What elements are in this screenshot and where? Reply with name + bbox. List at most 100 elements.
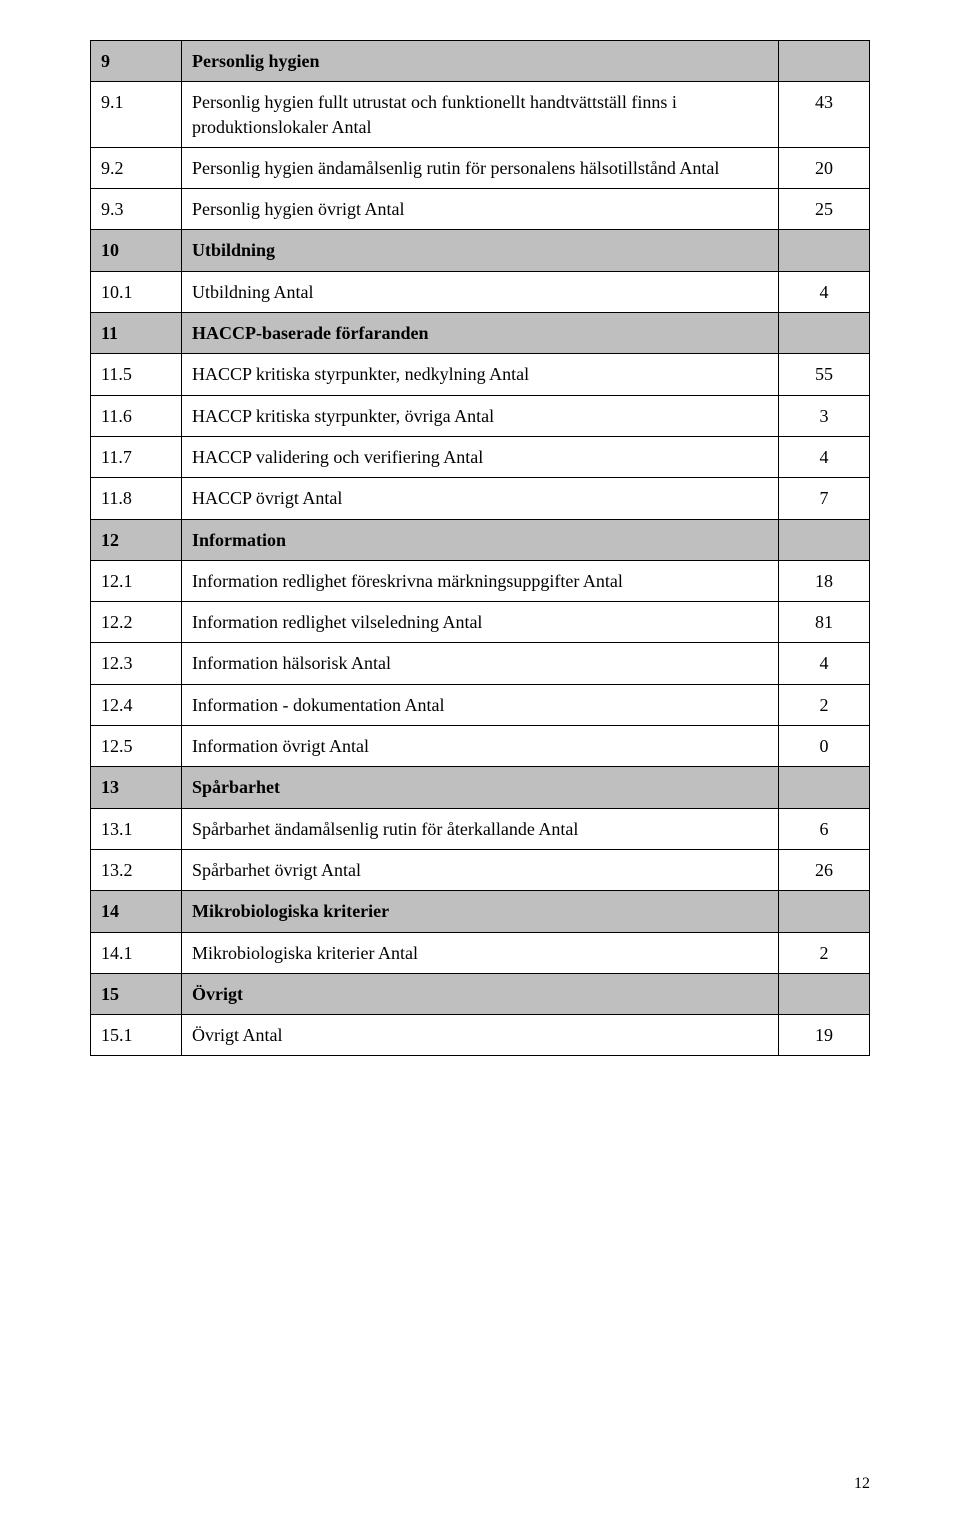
section-row: 10Utbildning [91,230,870,271]
table-row: 13.1Spårbarhet ändamålsenlig rutin för å… [91,808,870,849]
row-value: 43 [779,82,870,148]
row-value: 7 [779,478,870,519]
row-number: 9 [91,41,182,82]
row-value: 4 [779,436,870,477]
row-text: Spårbarhet ändamålsenlig rutin för återk… [182,808,779,849]
row-value [779,891,870,932]
row-text: Personlig hygien [182,41,779,82]
table-row: 11.6HACCP kritiska styrpunkter, övriga A… [91,395,870,436]
table-row: 12.5Information övrigt Antal0 [91,726,870,767]
row-text: HACCP kritiska styrpunkter, övriga Antal [182,395,779,436]
row-value: 4 [779,271,870,312]
row-number: 12 [91,519,182,560]
row-value [779,313,870,354]
row-number: 13 [91,767,182,808]
row-number: 10 [91,230,182,271]
row-value: 25 [779,189,870,230]
row-value: 81 [779,602,870,643]
row-number: 10.1 [91,271,182,312]
row-number: 11.5 [91,354,182,395]
row-text: Information redlighet vilseledning Antal [182,602,779,643]
row-text: Information hälsorisk Antal [182,643,779,684]
row-text: Information redlighet föreskrivna märkni… [182,560,779,601]
row-text: HACCP validering och verifiering Antal [182,436,779,477]
table-row: 11.5HACCP kritiska styrpunkter, nedkylni… [91,354,870,395]
row-text: Spårbarhet [182,767,779,808]
row-value: 4 [779,643,870,684]
row-text: Personlig hygien fullt utrustat och funk… [182,82,779,148]
row-value [779,767,870,808]
row-value: 2 [779,684,870,725]
table-row: 12.2Information redlighet vilseledning A… [91,602,870,643]
row-number: 11 [91,313,182,354]
section-row: 14Mikrobiologiska kriterier [91,891,870,932]
row-number: 11.7 [91,436,182,477]
table-row: 10.1Utbildning Antal4 [91,271,870,312]
row-number: 14.1 [91,932,182,973]
row-number: 12.1 [91,560,182,601]
row-value: 6 [779,808,870,849]
section-row: 15Övrigt [91,973,870,1014]
row-value: 2 [779,932,870,973]
row-number: 11.8 [91,478,182,519]
row-text: Mikrobiologiska kriterier [182,891,779,932]
section-row: 11HACCP-baserade förfaranden [91,313,870,354]
table-row: 12.1Information redlighet föreskrivna mä… [91,560,870,601]
row-text: Utbildning Antal [182,271,779,312]
row-text: Information övrigt Antal [182,726,779,767]
row-number: 13.2 [91,849,182,890]
row-text: Information [182,519,779,560]
table-row: 12.4Information - dokumentation Antal2 [91,684,870,725]
section-row: 9Personlig hygien [91,41,870,82]
row-value [779,519,870,560]
row-text: HACCP kritiska styrpunkter, nedkylning A… [182,354,779,395]
table-row: 11.8HACCP övrigt Antal7 [91,478,870,519]
row-text: Övrigt Antal [182,1015,779,1056]
row-text: Information - dokumentation Antal [182,684,779,725]
row-text: HACCP-baserade förfaranden [182,313,779,354]
row-value: 19 [779,1015,870,1056]
table-row: 15.1Övrigt Antal19 [91,1015,870,1056]
table-row: 9.2Personlig hygien ändamålsenlig rutin … [91,147,870,188]
row-value [779,230,870,271]
table-row: 14.1Mikrobiologiska kriterier Antal2 [91,932,870,973]
row-number: 9.1 [91,82,182,148]
row-number: 9.3 [91,189,182,230]
row-number: 13.1 [91,808,182,849]
table-row: 13.2Spårbarhet övrigt Antal26 [91,849,870,890]
row-number: 12.3 [91,643,182,684]
row-value: 55 [779,354,870,395]
row-text: Spårbarhet övrigt Antal [182,849,779,890]
row-text: Personlig hygien ändamålsenlig rutin för… [182,147,779,188]
row-value: 0 [779,726,870,767]
table-row: 12.3Information hälsorisk Antal4 [91,643,870,684]
table-row: 9.3Personlig hygien övrigt Antal25 [91,189,870,230]
row-value [779,973,870,1014]
document-page: 9Personlig hygien9.1Personlig hygien ful… [0,0,960,1523]
row-value: 20 [779,147,870,188]
row-value: 3 [779,395,870,436]
row-number: 12.2 [91,602,182,643]
row-text: Personlig hygien övrigt Antal [182,189,779,230]
row-value: 18 [779,560,870,601]
row-text: Övrigt [182,973,779,1014]
row-number: 12.5 [91,726,182,767]
row-value: 26 [779,849,870,890]
page-number: 12 [854,1475,870,1493]
row-number: 12.4 [91,684,182,725]
criteria-table-body: 9Personlig hygien9.1Personlig hygien ful… [91,41,870,1056]
row-number: 14 [91,891,182,932]
row-number: 15 [91,973,182,1014]
row-number: 9.2 [91,147,182,188]
criteria-table: 9Personlig hygien9.1Personlig hygien ful… [90,40,870,1056]
row-text: HACCP övrigt Antal [182,478,779,519]
section-row: 12Information [91,519,870,560]
row-number: 11.6 [91,395,182,436]
row-number: 15.1 [91,1015,182,1056]
table-row: 11.7HACCP validering och verifiering Ant… [91,436,870,477]
section-row: 13Spårbarhet [91,767,870,808]
row-value [779,41,870,82]
row-text: Mikrobiologiska kriterier Antal [182,932,779,973]
row-text: Utbildning [182,230,779,271]
table-row: 9.1Personlig hygien fullt utrustat och f… [91,82,870,148]
